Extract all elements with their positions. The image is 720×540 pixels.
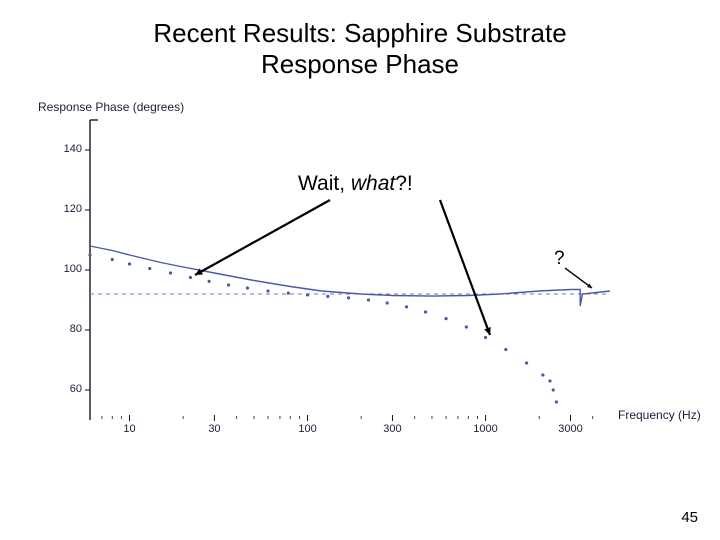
y-tick-label: 100 [52,263,82,275]
y-tick-label: 60 [52,383,82,395]
x-tick-label: 1000 [466,423,506,435]
x-tick-label: 3000 [551,423,591,435]
x-tick-label: 300 [372,423,412,435]
x-tick-label: 100 [288,423,328,435]
x-tick-label: 30 [194,423,234,435]
y-tick-label: 120 [52,203,82,215]
x-tick-label: 10 [109,423,149,435]
y-tick-label: 80 [52,323,82,335]
y-tick-label: 140 [52,143,82,155]
phase-chart [0,0,720,540]
